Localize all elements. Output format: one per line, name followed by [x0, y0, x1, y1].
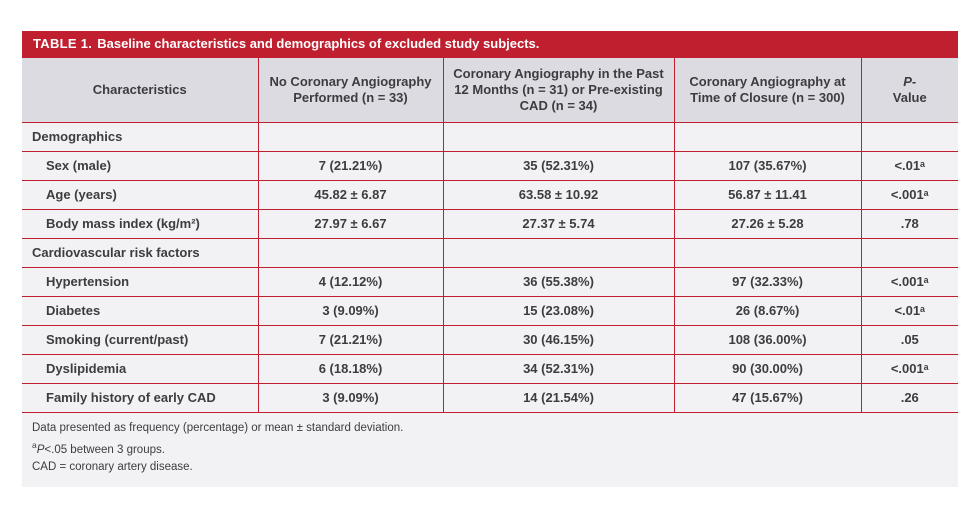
- footnote-superscript-a: a: [32, 440, 37, 450]
- table-row-family-history: Family history of early CAD 3 (9.09%) 14…: [22, 382, 958, 413]
- row-label: Family history of early CAD: [22, 382, 259, 413]
- cell: 27.97 ± 6.67: [257, 208, 444, 239]
- footnote-p-symbol: P: [36, 443, 45, 456]
- cell: 26 (8.67%): [673, 295, 862, 326]
- cell-p-value: <.01ᵃ: [860, 295, 958, 326]
- cell: 15 (23.08%): [442, 295, 675, 326]
- cell: 90 (30.00%): [673, 353, 862, 384]
- table-row-hypertension: Hypertension 4 (12.12%) 36 (55.38%) 97 (…: [22, 266, 958, 297]
- cell: [257, 237, 444, 268]
- cell: 30 (46.15%): [442, 324, 675, 355]
- section-label: Demographics: [22, 121, 259, 152]
- cell: [257, 121, 444, 152]
- section-label: Cardiovascular risk factors: [22, 237, 259, 268]
- cell: [442, 237, 675, 268]
- cell: 108 (36.00%): [673, 324, 862, 355]
- table-title: Baseline characteristics and demographic…: [97, 36, 540, 51]
- col-header-angiography-at-closure: Coronary Angiography at Time of Closure …: [673, 58, 862, 123]
- cell: 35 (52.31%): [442, 150, 675, 181]
- row-label: Dyslipidemia: [22, 353, 259, 384]
- footnote-p-significance: aP<.05 between 3 groups.: [32, 440, 165, 456]
- section-row-demographics: Demographics: [22, 121, 958, 152]
- cell: 63.58 ± 10.92: [442, 179, 675, 210]
- col-header-p-value: P- Value: [860, 58, 958, 123]
- table-row-bmi: Body mass index (kg/m²) 27.97 ± 6.67 27.…: [22, 208, 958, 239]
- table-row-dyslipidemia: Dyslipidemia 6 (18.18%) 34 (52.31%) 90 (…: [22, 353, 958, 384]
- cell: 6 (18.18%): [257, 353, 444, 384]
- row-label: Age (years): [22, 179, 259, 210]
- cell: 36 (55.38%): [442, 266, 675, 297]
- cell-p-value: <.001ᵃ: [860, 266, 958, 297]
- cell: [442, 121, 675, 152]
- col-header-angiography-past-12-months: Coronary Angiography in the Past 12 Mont…: [442, 58, 675, 123]
- cell: 7 (21.21%): [257, 324, 444, 355]
- footnote-data-presentation: Data presented as frequency (percentage)…: [32, 421, 404, 434]
- table-row-sex: Sex (male) 7 (21.21%) 35 (52.31%) 107 (3…: [22, 150, 958, 181]
- col-header-characteristics: Characteristics: [22, 58, 259, 123]
- cell: 47 (15.67%): [673, 382, 862, 413]
- cell: 7 (21.21%): [257, 150, 444, 181]
- section-row-cardiovascular-risk-factors: Cardiovascular risk factors: [22, 237, 958, 268]
- cell: 3 (9.09%): [257, 382, 444, 413]
- table-row-smoking: Smoking (current/past) 7 (21.21%) 30 (46…: [22, 324, 958, 355]
- cell: [860, 121, 958, 152]
- table-row-age: Age (years) 45.82 ± 6.87 63.58 ± 10.92 5…: [22, 179, 958, 210]
- cell-p-value: <.01ᵃ: [860, 150, 958, 181]
- cell: [673, 121, 862, 152]
- cell: [673, 237, 862, 268]
- col-header-no-angiography: No Coronary Angiography Performed (n = 3…: [257, 58, 444, 123]
- footnote-cad-abbreviation: CAD = coronary artery disease.: [32, 461, 193, 474]
- cell-p-value: .26: [860, 382, 958, 413]
- cell: 3 (9.09%): [257, 295, 444, 326]
- table-number: TABLE 1.: [33, 36, 93, 51]
- table-footnotes: Data presented as frequency (percentage)…: [22, 412, 958, 487]
- row-label: Body mass index (kg/m²): [22, 208, 259, 239]
- cell: 4 (12.12%): [257, 266, 444, 297]
- cell: 45.82 ± 6.87: [257, 179, 444, 210]
- header-row: Characteristics No Coronary Angiography …: [22, 58, 958, 123]
- cell-p-value: .78: [860, 208, 958, 239]
- row-label: Smoking (current/past): [22, 324, 259, 355]
- row-label: Diabetes: [22, 295, 259, 326]
- cell: 34 (52.31%): [442, 353, 675, 384]
- cell: 107 (35.67%): [673, 150, 862, 181]
- table-title-bar: TABLE 1. Baseline characteristics and dem…: [22, 31, 958, 58]
- cell-p-value: <.001ᵃ: [860, 353, 958, 384]
- row-label: Sex (male): [22, 150, 259, 181]
- cell: 56.87 ± 11.41: [673, 179, 862, 210]
- cell-p-value: <.001ᵃ: [860, 179, 958, 210]
- cell: 27.26 ± 5.28: [673, 208, 862, 239]
- baseline-characteristics-table: TABLE 1. Baseline characteristics and dem…: [22, 31, 958, 487]
- cell: 14 (21.54%): [442, 382, 675, 413]
- cell: 27.37 ± 5.74: [442, 208, 675, 239]
- table-row-diabetes: Diabetes 3 (9.09%) 15 (23.08%) 26 (8.67%…: [22, 295, 958, 326]
- row-label: Hypertension: [22, 266, 259, 297]
- data-table: Characteristics No Coronary Angiography …: [22, 58, 958, 413]
- cell-p-value: .05: [860, 324, 958, 355]
- cell: 97 (32.33%): [673, 266, 862, 297]
- cell: [860, 237, 958, 268]
